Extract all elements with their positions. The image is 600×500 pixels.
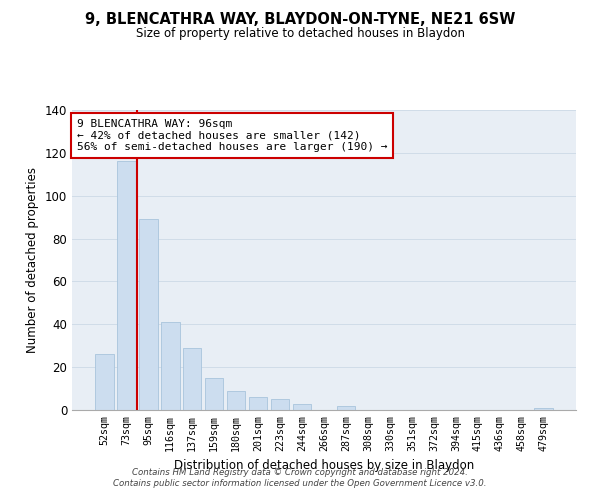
Bar — [161, 322, 179, 410]
Bar — [227, 390, 245, 410]
Bar — [293, 404, 311, 410]
Y-axis label: Number of detached properties: Number of detached properties — [26, 167, 39, 353]
Bar — [535, 408, 553, 410]
Bar — [337, 406, 355, 410]
Text: Size of property relative to detached houses in Blaydon: Size of property relative to detached ho… — [136, 28, 464, 40]
Bar — [117, 162, 136, 410]
Text: Contains HM Land Registry data © Crown copyright and database right 2024.
Contai: Contains HM Land Registry data © Crown c… — [113, 468, 487, 487]
Text: 9 BLENCATHRA WAY: 96sqm
← 42% of detached houses are smaller (142)
56% of semi-d: 9 BLENCATHRA WAY: 96sqm ← 42% of detache… — [77, 119, 388, 152]
Text: 9, BLENCATHRA WAY, BLAYDON-ON-TYNE, NE21 6SW: 9, BLENCATHRA WAY, BLAYDON-ON-TYNE, NE21… — [85, 12, 515, 28]
Bar — [183, 348, 202, 410]
Bar — [271, 400, 289, 410]
Bar — [139, 220, 158, 410]
X-axis label: Distribution of detached houses by size in Blaydon: Distribution of detached houses by size … — [174, 459, 474, 472]
Bar — [95, 354, 113, 410]
Bar — [249, 397, 268, 410]
Bar — [205, 378, 223, 410]
